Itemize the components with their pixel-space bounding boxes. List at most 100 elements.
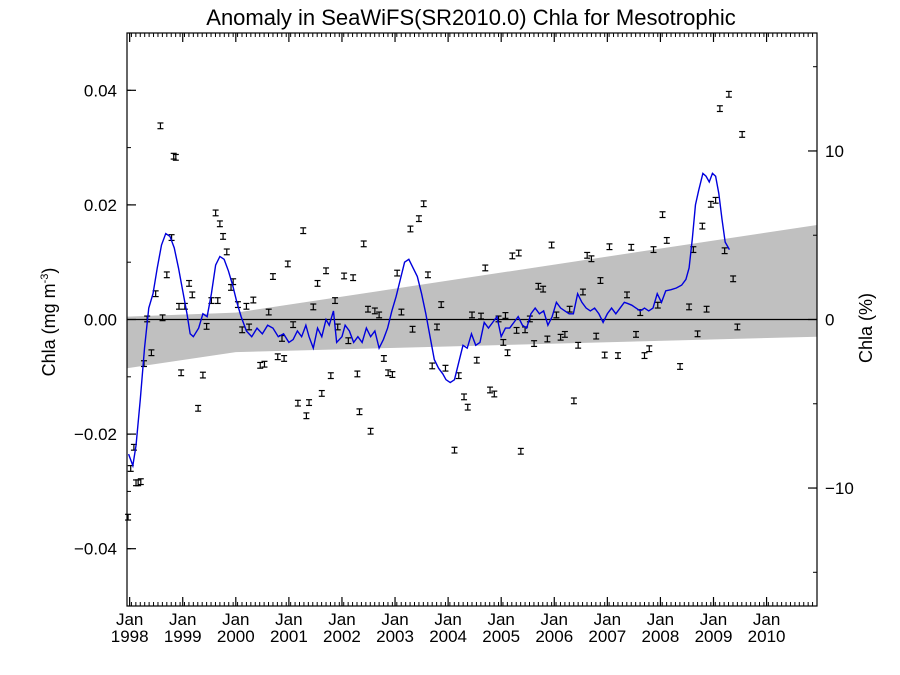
y-tick-label: 0.02 [84, 196, 117, 215]
data-point [451, 446, 458, 454]
x-tick-year-label: 1999 [164, 627, 202, 646]
data-point [360, 240, 367, 248]
data-point [385, 369, 392, 377]
data-point [650, 246, 657, 254]
y2-axis-label: Chla (%) [856, 293, 876, 363]
data-point [398, 308, 405, 316]
data-point [290, 321, 297, 329]
data-point [464, 403, 471, 411]
x-tick-year-label: 2002 [323, 627, 361, 646]
data-point [265, 308, 272, 316]
data-point [606, 243, 613, 251]
x-tick-month-label: Jan [434, 610, 461, 629]
x-tick-month-label: Jan [700, 610, 727, 629]
data-point [548, 241, 555, 249]
data-point [633, 330, 640, 338]
data-point [186, 279, 193, 287]
data-point [491, 390, 498, 398]
x-tick-month-label: Jan [381, 610, 408, 629]
y-tick-label: 0.04 [84, 81, 117, 100]
x-tick-year-label: 2004 [429, 627, 467, 646]
data-point [257, 361, 264, 369]
data-point [588, 255, 595, 263]
data-point [515, 249, 522, 257]
data-point [203, 322, 210, 330]
data-point [376, 311, 383, 319]
data-point [318, 389, 325, 397]
x-tick-month-label: Jan [487, 610, 514, 629]
data-point [214, 297, 221, 305]
data-point [409, 325, 416, 333]
x-tick-year-label: 2003 [376, 627, 414, 646]
data-point [601, 351, 608, 359]
data-point [575, 341, 582, 349]
data-point [544, 335, 551, 343]
data-point [473, 356, 480, 364]
data-point [593, 332, 600, 340]
data-point [159, 314, 166, 322]
data-point [380, 354, 387, 362]
x-tick-year-label: 2006 [535, 627, 573, 646]
data-point [157, 122, 164, 130]
data-point [148, 349, 155, 357]
x-tick-month-label: Jan [328, 610, 355, 629]
data-point [500, 338, 507, 346]
data-point [442, 364, 449, 372]
data-point [641, 352, 648, 360]
data-point [350, 274, 357, 282]
data-point [216, 220, 223, 228]
data-point [306, 399, 313, 407]
data-point [220, 232, 227, 240]
data-point [178, 369, 185, 377]
data-point [433, 323, 440, 331]
x-tick-month-label: Jan [116, 610, 143, 629]
data-point [513, 326, 520, 334]
data-point [246, 323, 253, 331]
data-point [176, 302, 183, 310]
chart-title: Anomaly in SeaWiFS(SR2010.0) Chla for Me… [206, 5, 735, 30]
x-tick-month-label: Jan [169, 610, 196, 629]
data-point [415, 215, 422, 223]
data-point [686, 303, 693, 311]
data-point [716, 105, 723, 113]
data-point [597, 277, 604, 285]
data-point [707, 200, 714, 208]
data-point [420, 200, 427, 208]
smoothed-line-path [127, 172, 731, 469]
data-point [557, 333, 564, 341]
data-point [721, 247, 728, 255]
data-point [487, 386, 494, 394]
data-point [137, 478, 144, 486]
data-point [212, 209, 219, 217]
data-point [628, 243, 635, 251]
data-point [703, 305, 710, 313]
data-point [394, 269, 401, 277]
data-point [125, 513, 132, 521]
x-tick-year-label: 2008 [642, 627, 680, 646]
data-point [341, 272, 348, 280]
data-point [199, 371, 206, 379]
data-point [356, 408, 363, 416]
smoothed-anomaly-line [127, 172, 731, 469]
y-tick-label: −0.04 [74, 540, 117, 559]
data-point [694, 330, 701, 338]
data-point [189, 291, 196, 299]
data-point [310, 303, 317, 311]
x-tick-year-label: 2005 [482, 627, 520, 646]
data-point [712, 196, 719, 204]
y-tick-label: 0.00 [84, 311, 117, 330]
data-point [469, 311, 475, 319]
data-point [482, 264, 489, 272]
data-point [517, 447, 524, 455]
data-point [323, 267, 330, 275]
data-point [424, 271, 431, 279]
data-point [659, 211, 666, 219]
x-tick-month-label: Jan [275, 610, 302, 629]
data-point [461, 393, 468, 401]
data-point [561, 330, 568, 338]
x-tick-year-label: 2007 [588, 627, 626, 646]
data-point [734, 323, 741, 331]
data-point [163, 271, 170, 279]
data-point [243, 302, 250, 310]
